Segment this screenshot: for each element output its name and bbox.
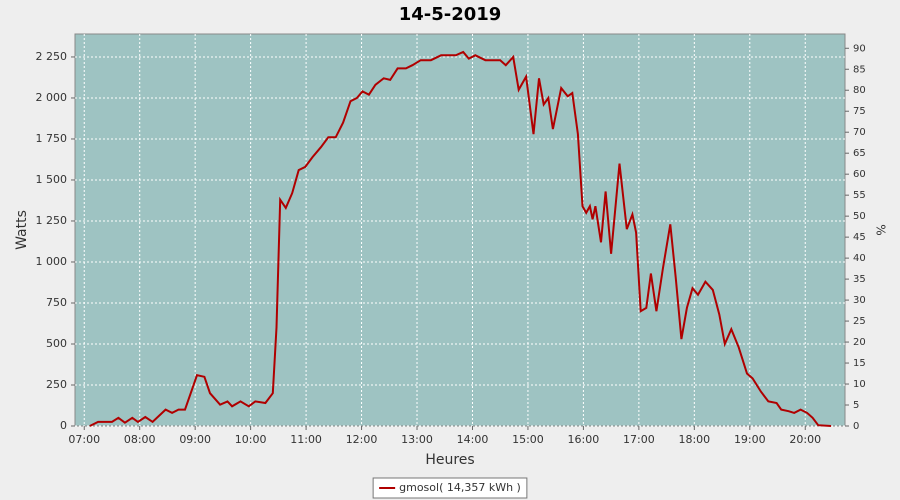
y2-tick-label: 45 bbox=[853, 232, 866, 243]
y-tick-label: 1 750 bbox=[36, 132, 68, 145]
y2-tick-label: 75 bbox=[853, 106, 866, 117]
y2-tick-label: 30 bbox=[853, 295, 866, 306]
legend: gmosol( 14,357 kWh ) bbox=[372, 477, 528, 499]
y-tick-label: 2 000 bbox=[36, 91, 68, 104]
x-tick-label: 17:00 bbox=[623, 433, 655, 446]
y2-tick-label: 0 bbox=[853, 421, 859, 432]
y-tick-label: 1 250 bbox=[36, 214, 68, 227]
y2-tick-label: 50 bbox=[853, 211, 866, 222]
y2-tick-label: 80 bbox=[853, 85, 866, 96]
x-tick-label: 13:00 bbox=[401, 433, 433, 446]
x-tick-label: 09:00 bbox=[179, 433, 211, 446]
legend-label: gmosol( 14,357 kWh ) bbox=[399, 481, 521, 494]
y2-tick-label: 35 bbox=[853, 274, 866, 285]
x-tick-label: 15:00 bbox=[512, 433, 544, 446]
y-tick-label: 0 bbox=[60, 419, 67, 432]
x-tick-label: 10:00 bbox=[235, 433, 267, 446]
legend-box bbox=[372, 477, 528, 499]
x-tick-label: 11:00 bbox=[290, 433, 322, 446]
series-line bbox=[89, 50, 832, 427]
y-tick-label: 500 bbox=[46, 337, 67, 350]
x-tick-label: 19:00 bbox=[734, 433, 766, 446]
y-tick-label: 1 000 bbox=[36, 255, 68, 268]
x-tick-label: 18:00 bbox=[678, 433, 710, 446]
y2-tick-label: 55 bbox=[853, 190, 866, 201]
y2-tick-label: 10 bbox=[853, 379, 866, 390]
y-tick-label: 1 500 bbox=[36, 173, 68, 186]
y2-axis-label: % bbox=[874, 224, 888, 235]
x-tick-label: 07:00 bbox=[68, 433, 100, 446]
y-tick-label: 750 bbox=[46, 296, 67, 309]
plot-area bbox=[74, 33, 846, 427]
x-axis-label: Heures bbox=[425, 452, 474, 468]
y2-tick-label: 40 bbox=[853, 253, 866, 264]
y2-tick-label: 90 bbox=[853, 43, 866, 54]
y-axis-label: Watts bbox=[14, 210, 30, 250]
y2-tick-label: 5 bbox=[853, 400, 859, 411]
x-tick-label: 12:00 bbox=[346, 433, 378, 446]
x-tick-label: 08:00 bbox=[124, 433, 156, 446]
y-tick-label: 2 250 bbox=[36, 50, 68, 63]
y2-tick-label: 15 bbox=[853, 358, 866, 369]
y2-tick-label: 60 bbox=[853, 169, 866, 180]
x-tick-label: 16:00 bbox=[568, 433, 600, 446]
x-tick-label: 20:00 bbox=[789, 433, 821, 446]
y2-tick-label: 85 bbox=[853, 64, 866, 75]
y2-tick-label: 20 bbox=[853, 337, 866, 348]
y2-tick-label: 25 bbox=[853, 316, 866, 327]
y2-tick-label: 65 bbox=[853, 148, 866, 159]
y-tick-label: 250 bbox=[46, 378, 67, 391]
x-tick-label: 14:00 bbox=[457, 433, 489, 446]
y2-tick-label: 70 bbox=[853, 127, 866, 138]
chart-title: 14-5-2019 bbox=[399, 4, 502, 25]
